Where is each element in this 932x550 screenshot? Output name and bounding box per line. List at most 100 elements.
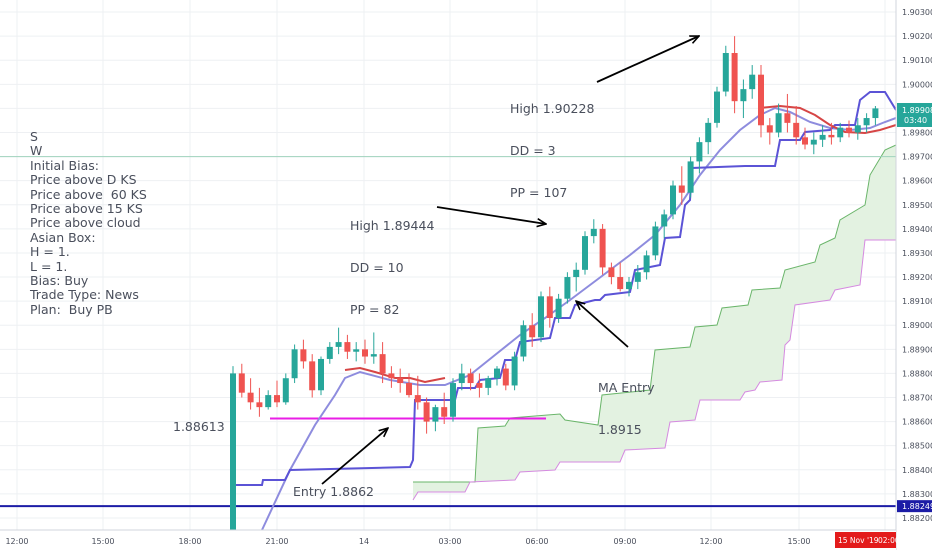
date-tag-text: 15 Nov '19 [838,536,879,545]
note-line: Price above cloud [30,215,141,231]
candle-body [775,113,782,133]
cloud-span-b [412,239,896,501]
note-line: Price above 15 KS [30,201,143,217]
time-tick-label: 12:00 [699,537,722,546]
annotation-high-2-line: DD = 10 [350,260,404,275]
candle-body [494,368,500,379]
note-line: W [30,143,43,159]
annotation-arrow [576,301,629,348]
candle-body [397,378,404,384]
annotation-arrows [321,35,699,485]
candle-body [617,277,624,290]
price-tick-label: 1.88800 [902,369,932,378]
price-axis[interactable]: 1.88200 1.88300 1.88400 1.88500 1.88600 1.887… [895,0,932,550]
candle-body [529,325,536,338]
candle-body [599,228,606,268]
note-line: Asian Box: [30,229,96,245]
cloud-area [413,145,896,500]
time-tick-label: 03:00 [438,537,461,546]
candle-body [379,354,386,374]
current-price-tag [897,103,932,127]
candle-body [538,296,544,338]
horizontal-levels [0,156,896,508]
candle-body [608,267,615,278]
candles [230,36,879,538]
annotation-high-2: High 1.89444 DD = 10 PP = 82 [350,191,434,331]
annotation-arrow [596,35,699,83]
grid-lines [0,0,896,530]
candle-body [784,113,791,123]
candle-body [564,277,571,299]
note-line: H = 1. [30,244,70,260]
note-line: S [30,129,38,144]
date-tag [835,532,896,548]
candle-body [467,373,474,384]
candle-body [546,296,553,318]
time-tick-label: 18:00 [178,537,201,546]
price-tick-label: 1.89200 [902,273,932,282]
candle-body [555,298,562,318]
annotation-arrow [321,428,388,485]
candle-body [432,407,439,422]
candle-body [643,255,650,273]
note-line: L = 1. [30,258,68,274]
candle-body [344,342,351,352]
annotation-high-1-line: PP = 107 [510,185,568,200]
price-tick-label: 1.89500 [902,201,932,210]
candle-body [370,354,377,357]
candle-body [696,142,703,162]
time-tick-label: 09:00 [613,537,636,546]
time-tick-label: 06:00 [525,537,548,546]
candle-body [590,228,597,237]
price-tick-label: 1.89400 [902,225,932,234]
annotation-ma-entry-line: 1.8915 [598,422,642,437]
time-tick-label: 12:00 [5,537,28,546]
candle-body [678,185,685,193]
candle-body [282,378,289,403]
candle-body [819,134,826,140]
blue-level-text: 1.88249 [902,502,932,511]
time-axis[interactable]: 12:00 15:00 18:00 21:00 14 03:00 06:00 09:00 12:… [0,529,897,550]
current-price-text: 1.89908 [902,106,932,115]
candle-body [388,373,395,379]
annotation-arrow [436,206,546,224]
annotation-entry: Entry 1.8862 [293,484,374,499]
note-line: Price above 60 KS [30,186,147,202]
cloud-span-a [413,144,897,483]
candle-body [661,214,668,227]
candle-body [670,185,676,215]
candle-body [749,74,756,90]
red-average-line [759,104,897,135]
price-tick-label: 1.88300 [902,490,932,499]
candle-body [863,118,870,126]
candle-body [485,378,492,388]
price-tick-label: 1.89600 [902,177,932,186]
level-label: 1.88613 [173,419,225,434]
candle-body [652,226,659,256]
candle-body [722,53,729,92]
annotation-ma-entry-line: MA Entry [598,380,655,395]
time-tick-label: 21:00 [265,537,288,546]
trade-notes: S W Initial Bias: Price above D KS Price abo… [30,129,147,317]
price-tick-label: 1.88900 [902,345,932,354]
red-average-line [344,366,446,384]
candle-body [458,373,465,384]
annotation-high-2-line: High 1.89444 [350,218,435,233]
candle-body [309,361,316,391]
price-tick-label: 1.88200 [902,514,932,523]
candle-body [740,89,747,102]
candle-body [837,127,844,138]
candle-body [441,407,448,417]
candle-body [846,127,852,133]
candle-body [291,349,298,379]
candle-body [300,349,307,362]
candle-body [511,356,518,386]
candle-body [326,346,333,359]
candle-body [634,272,641,282]
price-tick-label: 1.90000 [902,80,932,89]
note-line: Bias: Buy [30,273,89,289]
candle-body [705,122,712,143]
price-tick-label: 1.89000 [902,321,932,330]
